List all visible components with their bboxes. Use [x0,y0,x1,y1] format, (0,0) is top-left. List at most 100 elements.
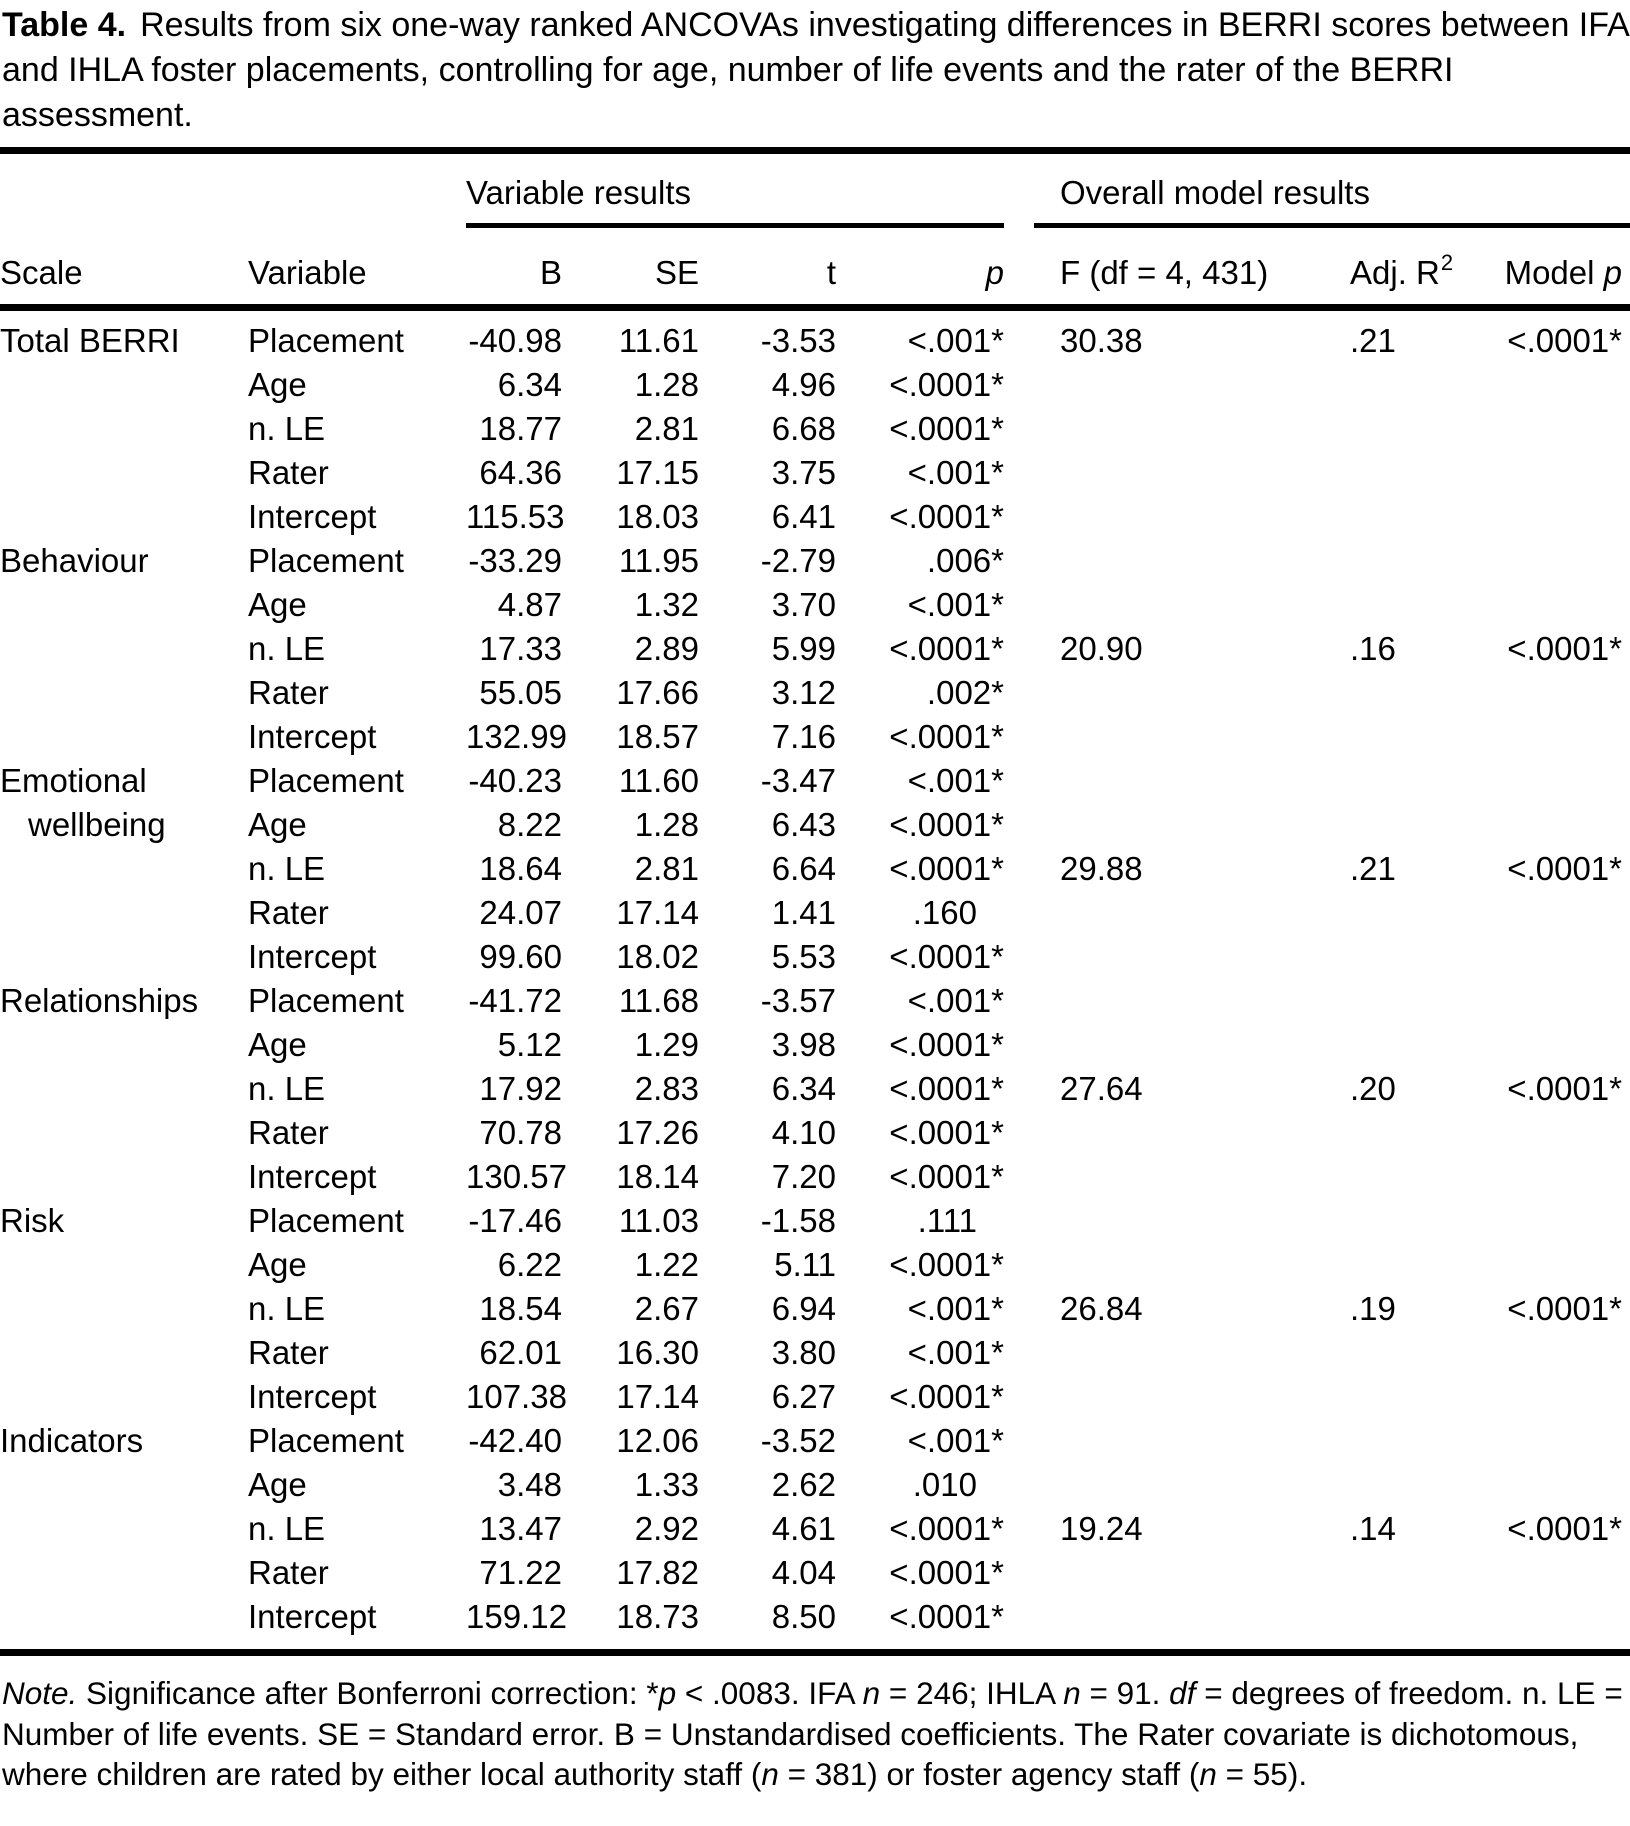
table-row: Risk Placement -17.46 11.03 -1.58 .111 [0,1199,1630,1243]
cell-b: 13.47 [479,1510,562,1547]
table-row: Intercept 130.57 18.14 7.20 <.0001* [0,1155,1630,1199]
cell-scale: Emotional [0,762,147,799]
cell-scale [0,891,248,935]
table-row: Indicators Placement -42.40 12.06 -3.52 <.001… [0,1419,1630,1463]
cell-scale [0,847,248,891]
cell-b: -40.23 [468,762,562,799]
cell-model-p [1490,759,1630,803]
cell-model-p [1490,583,1630,627]
cell-adj-r2 [1350,979,1490,1023]
cell-model-p: <.0001* [1507,850,1622,887]
cell-adj-r2 [1350,363,1490,407]
cell-se: 18.73 [616,1598,699,1635]
cell-p: <.0001* [889,1378,1004,1415]
ancova-results-table: Variable results Overall model results S… [0,147,1630,1656]
cell-f [1004,1111,1350,1155]
cell-scale [0,1111,248,1155]
cell-adj-r2 [1350,671,1490,715]
cell-f [1004,1419,1350,1463]
cell-variable: Intercept [248,498,377,535]
cell-se: 18.03 [616,498,699,535]
cell-adj-r2 [1350,1243,1490,1287]
cell-f [1004,1243,1350,1287]
cell-se: 1.28 [634,806,699,843]
table-row: Intercept 99.60 18.02 5.53 <.0001* [0,935,1630,979]
cell-p: <.001* [907,1290,1004,1327]
cell-f: 30.38 [1060,322,1143,359]
cell-model-p [1490,1595,1630,1653]
cell-model-p: <.0001* [1507,1290,1622,1327]
cell-model-p [1490,1111,1630,1155]
cell-p: <.0001* [889,1070,1004,1107]
cell-b: 107.38 [466,1378,567,1415]
cell-f [1004,1551,1350,1595]
table-row: Age 3.48 1.33 2.62 .010 [0,1463,1630,1507]
table-caption-text: Results from six one-way ranked ANCOVAs … [2,6,1628,134]
cell-variable: Placement [248,1202,404,1239]
cell-variable: n. LE [248,1510,326,1547]
cell-scale: Relationships [0,982,199,1019]
cell-t: 4.61 [771,1510,836,1547]
table-row: Age 5.12 1.29 3.98 <.0001* [0,1023,1630,1067]
cell-se: 2.67 [634,1290,699,1327]
footnote-segment: < .0083. IFA [676,1675,863,1711]
col-header-p: p [836,228,1004,311]
cell-t: 3.70 [771,586,836,623]
table-row: Relationships Placement -41.72 11.68 -3.57 <.… [0,979,1630,1023]
cell-t: 8.50 [771,1598,836,1635]
cell-se: 2.89 [634,630,699,667]
cell-se: 2.92 [634,1510,699,1547]
cell-model-p [1490,1331,1630,1375]
cell-model-p [1490,891,1630,935]
cell-model-p [1490,979,1630,1023]
cell-f: 29.88 [1060,850,1143,887]
cell-b: 132.99 [466,718,567,755]
cell-adj-r2: .21 [1350,850,1396,887]
cell-p: <.001* [907,762,1004,799]
cell-p: <.0001* [889,938,1004,975]
adj-r-base: Adj. R [1350,254,1440,291]
cell-adj-r2: .16 [1350,630,1396,667]
cell-p: <.001* [907,586,1004,623]
cell-b: 159.12 [466,1598,567,1635]
col-header-b: B [466,228,562,311]
model-p-symbol: p [1603,254,1622,291]
table-row: Intercept 115.53 18.03 6.41 <.0001* [0,495,1630,539]
cell-scale [0,671,248,715]
adj-r-superscript: 2 [1440,250,1454,275]
cell-variable: Placement [248,542,404,579]
cell-t: 6.94 [771,1290,836,1327]
cell-adj-r2: .19 [1350,1290,1396,1327]
cell-variable: Placement [248,982,404,1019]
cell-se: 1.28 [634,366,699,403]
footnote-segment: = 91. [1080,1675,1170,1711]
cell-variable: n. LE [248,1070,326,1107]
cell-adj-r2: .21 [1350,322,1396,359]
cell-variable: Rater [248,894,329,931]
cell-adj-r2 [1350,583,1490,627]
cell-t: 4.10 [771,1114,836,1151]
cell-scale [0,1243,248,1287]
cell-variable: Age [248,586,307,623]
cell-scale [0,495,248,539]
cell-f [1004,1595,1350,1653]
cell-f [1004,1023,1350,1067]
cell-p: <.0001* [889,498,1004,535]
cell-adj-r2 [1350,1111,1490,1155]
col-header-model-p: Model p [1490,228,1630,311]
cell-se: 11.61 [618,322,699,359]
table-caption: Table 4. Results from six one-way ranked … [0,0,1630,147]
table-row: Total BERRI Placement -40.98 11.61 -3.53 <.00… [0,308,1630,364]
cell-scale [0,583,248,627]
cell-f [1004,671,1350,715]
table-caption-label: Table 4. [2,6,127,44]
cell-se: 17.82 [616,1554,699,1591]
cell-se: 11.68 [618,982,699,1019]
col-header-se: SE [562,228,699,311]
cell-adj-r2 [1350,1199,1490,1243]
cell-b: 8.22 [497,806,562,843]
cell-f [1004,1155,1350,1199]
cell-b: 99.60 [479,938,562,975]
spanner-variable-results-label: Variable results [466,175,1004,228]
table-row: Rater 70.78 17.26 4.10 <.0001* [0,1111,1630,1155]
